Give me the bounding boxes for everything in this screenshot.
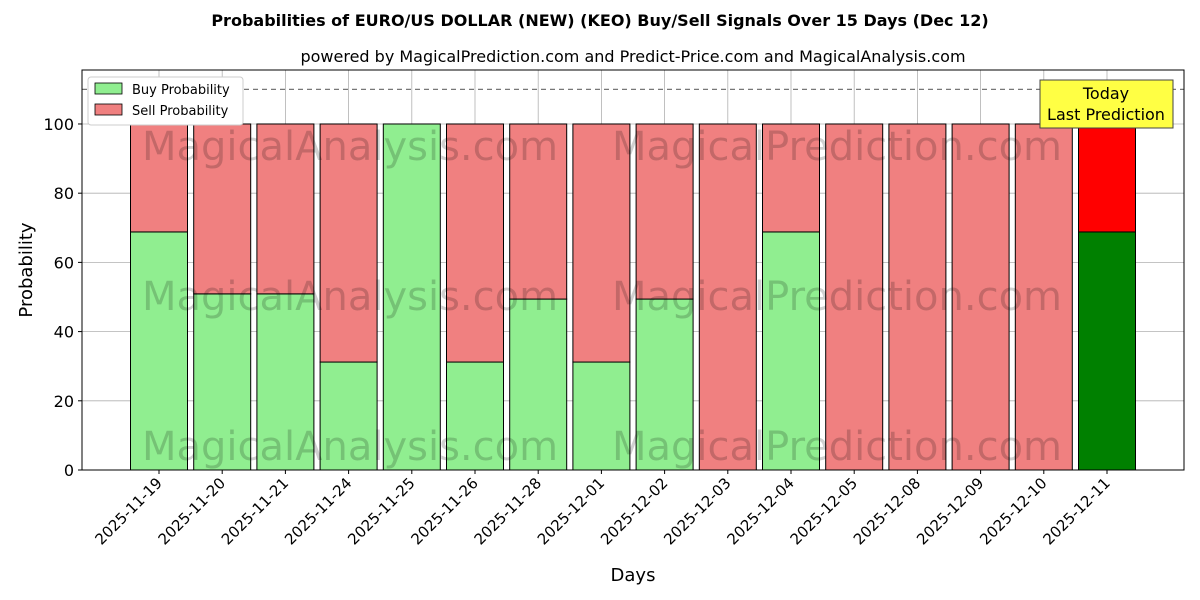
watermark: MagicalAnalysis.com	[142, 274, 558, 320]
buy-bar	[1078, 231, 1136, 471]
legend-sell-label: Sell Probability	[132, 104, 229, 119]
sell-bar	[762, 123, 820, 233]
x-tick-label: 2025-11-28	[471, 474, 545, 548]
legend: Buy Probability Sell Probability	[87, 76, 244, 126]
x-tick-label: 2025-12-09	[913, 474, 987, 548]
legend-buy-label: Buy Probability	[132, 83, 230, 98]
x-tick-label: 2025-11-19	[91, 474, 165, 548]
today-annotation: Today Last Prediction	[1039, 79, 1174, 129]
buy-bar	[446, 361, 504, 471]
watermark: MagicalPrediction.com	[612, 424, 1062, 470]
chart-title: Probabilities of EURO/US DOLLAR (NEW) (K…	[211, 11, 988, 30]
buy-bar	[193, 293, 252, 471]
legend-buy-swatch	[94, 82, 123, 95]
x-tick-label: 2025-11-26	[407, 474, 481, 548]
x-tick-label: 2025-12-03	[660, 474, 734, 548]
x-tick-label: 2025-12-08	[850, 474, 924, 548]
sell-bar	[825, 123, 884, 471]
sell-bar	[951, 123, 1010, 471]
x-tick-label: 2025-12-11	[1039, 474, 1113, 548]
x-tick-label: 2025-11-24	[281, 474, 355, 548]
watermarks: MagicalAnalysis.com MagicalPrediction.com…	[142, 124, 1062, 470]
sell-bar	[319, 123, 378, 363]
y-tick-label: 80	[54, 184, 74, 203]
y-tick-label: 100	[43, 115, 74, 134]
x-tick-label: 2025-11-21	[218, 474, 292, 548]
plot-frame	[81, 69, 1185, 471]
sell-bar	[888, 123, 947, 471]
sell-bar	[130, 123, 188, 233]
sell-bar	[509, 123, 568, 300]
x-tick-label: 2025-11-25	[344, 474, 418, 548]
watermark: MagicalAnalysis.com	[142, 124, 558, 170]
sell-bar	[256, 123, 315, 295]
x-tick-label: 2025-12-04	[723, 474, 797, 548]
x-axis-label: Days	[611, 565, 656, 586]
watermark: MagicalPrediction.com	[612, 124, 1062, 170]
watermark: MagicalAnalysis.com	[142, 424, 558, 470]
x-tick-label: 2025-12-05	[787, 474, 861, 548]
x-tick-label: 2025-12-02	[597, 474, 671, 548]
x-tick-label: 2025-12-01	[534, 474, 608, 548]
sell-bar	[446, 123, 504, 363]
buy-bar	[382, 123, 441, 471]
y-tick-label: 20	[54, 392, 74, 411]
buy-bar	[762, 231, 820, 471]
y-tick-label: 60	[54, 253, 74, 272]
y-tick-label: 0	[64, 461, 74, 480]
sell-bar	[1078, 123, 1136, 233]
sell-bar	[698, 123, 757, 471]
bars	[130, 123, 1136, 471]
legend-sell-swatch	[94, 103, 123, 116]
x-tick-label: 2025-12-10	[976, 474, 1050, 548]
annotation-line2: Last Prediction	[1047, 105, 1165, 124]
sell-bar	[572, 123, 631, 363]
x-tick-label: 2025-11-20	[155, 474, 229, 548]
sell-bar	[1014, 123, 1073, 471]
buy-bar	[256, 293, 315, 471]
watermark: MagicalPrediction.com	[612, 274, 1062, 320]
chart-subtitle: powered by MagicalPrediction.com and Pre…	[300, 47, 965, 66]
buy-bar	[319, 361, 378, 471]
buy-bar	[572, 361, 631, 471]
sell-bar	[635, 123, 694, 300]
buy-bar	[635, 298, 694, 471]
annotation-line1: Today	[1082, 84, 1129, 103]
y-tick-label: 40	[54, 323, 74, 342]
buy-bar	[509, 298, 568, 471]
y-axis-label: Probability	[16, 222, 37, 317]
